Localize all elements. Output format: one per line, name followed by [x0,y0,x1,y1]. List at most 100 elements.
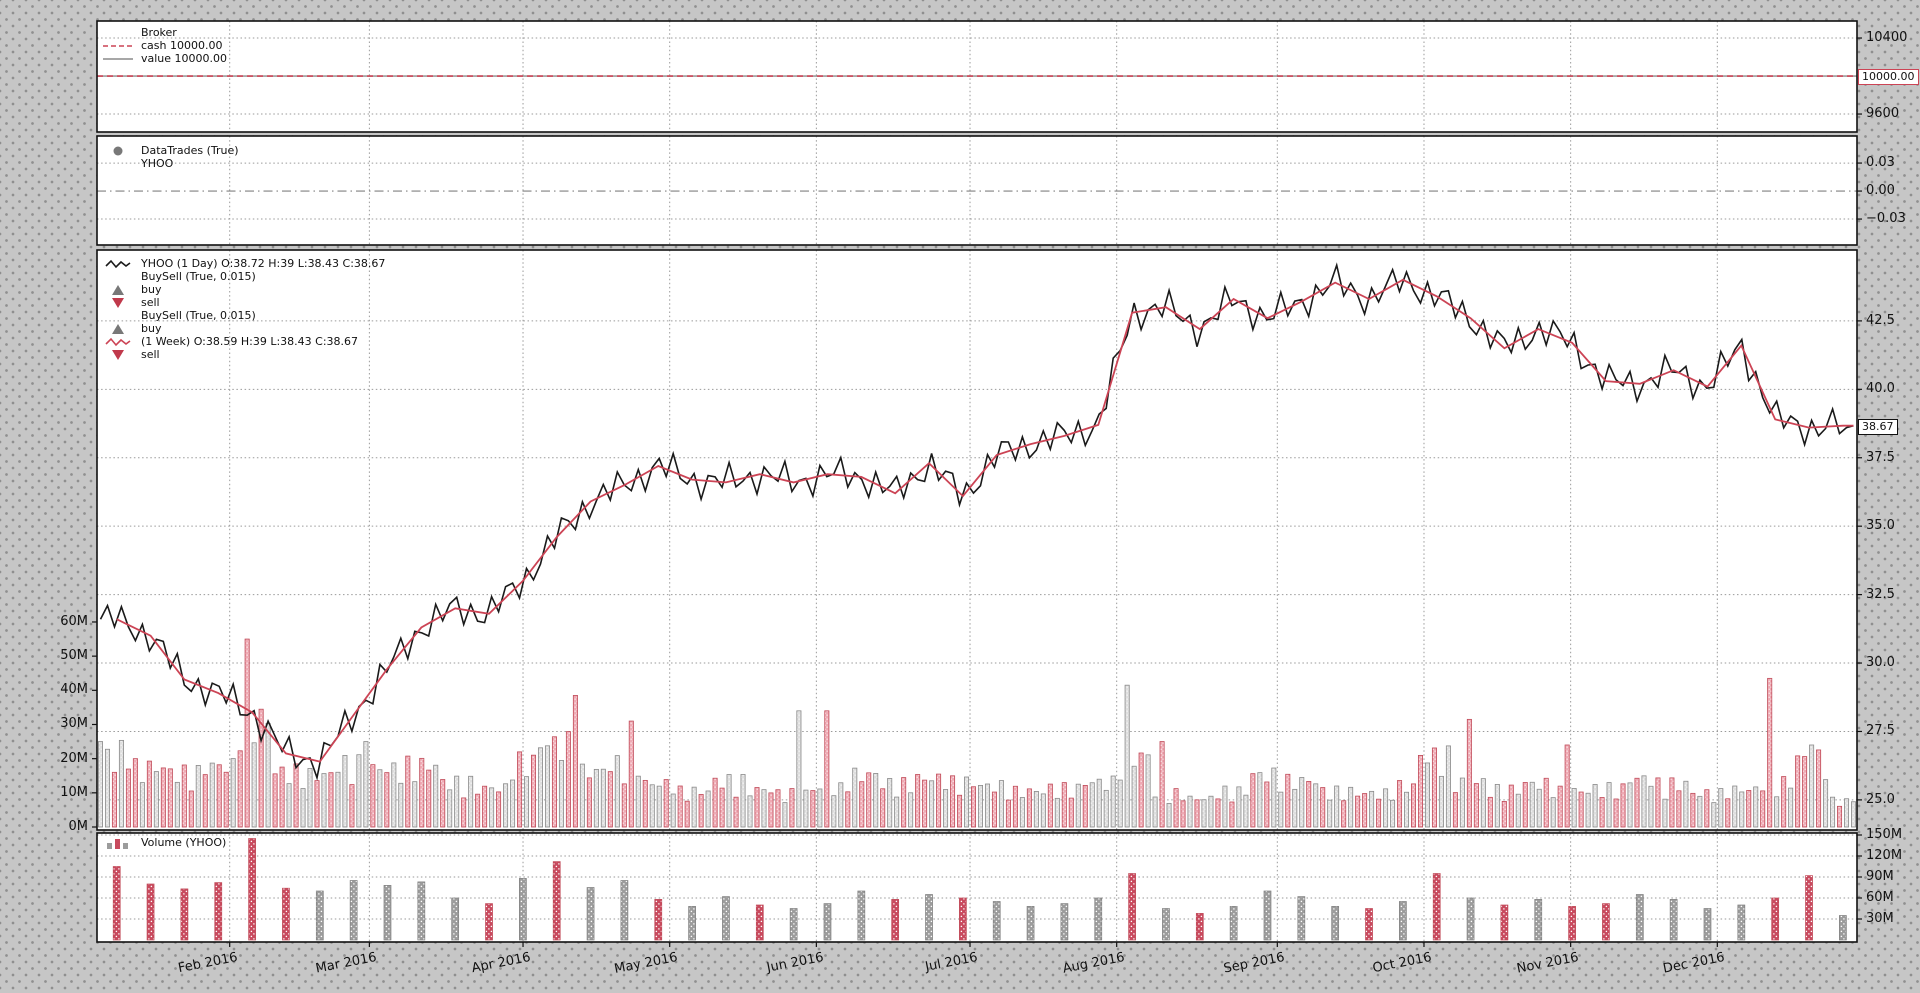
daily-volume-bar [558,760,564,828]
daily-volume-bar [1445,745,1451,828]
daily-volume-bar [1194,799,1200,828]
panel-bg-3 [97,833,1857,942]
price-weekly-line [116,278,1854,763]
daily-volume-bar [391,762,397,828]
daily-volume-bar [1054,797,1060,828]
daily-volume-bar [440,779,446,828]
price-legend-label: BuySell (True, 0.015) [141,309,256,322]
daily-volume-bar [398,782,404,828]
daily-volume-bar [1236,786,1242,828]
weekly-volume-bar [1162,908,1170,941]
daily-volume-bar [1592,784,1598,828]
broker-legend: Broker cash 10000.00 value 10000.00 [103,26,227,65]
price-ytick-label: 35.0 [1866,518,1895,534]
daily-volume-bar [1718,788,1724,828]
price-legend-row: sell [103,348,385,361]
price-legend-row: BuySell (True, 0.015) [103,270,385,283]
daily-volume-bar [139,782,145,828]
panel-border-2 [96,249,1858,831]
panel-bg-1 [97,136,1857,245]
weekly-volume-bar [485,903,493,941]
broker-ytick-label: 10400 [1866,30,1908,45]
price-legend: YHOO (1 Day) O:38.72 H:39 L:38.43 C:38.6… [103,257,385,361]
daily-volume-bar [349,784,355,828]
value-line-swatch [103,56,133,62]
weekly-volume-bar [1534,899,1543,941]
weekly-volume-bar [586,887,595,941]
overlay-ytick-label: 10M [60,784,88,800]
daily-volume-bar [1222,785,1228,828]
overlay-ytick-label: 60M [60,613,88,629]
daily-volume-bar [1180,800,1186,828]
daily-volume-bar [97,741,103,828]
daily-volume-bar [1725,798,1731,828]
weekly-volume-bar [891,899,900,941]
daily-volume-bar [1424,762,1430,828]
daily-volume-bar [363,741,369,828]
daily-volume-bar [712,777,718,828]
daily-volume-bar [1571,788,1577,828]
daily-volume-bar [943,789,949,828]
daily-volume-bar [887,778,893,828]
daily-volume-bar [908,792,914,828]
daily-volume-bar [1327,799,1333,828]
daily-volume-bar [803,789,809,828]
daily-volume-bar [670,793,676,828]
daily-volume-bar [1040,793,1046,828]
daily-volume-bar [1397,780,1403,828]
daily-volume-bar [998,780,1004,828]
daily-volume-bar [1585,792,1591,828]
weekly-volume-bar [925,894,933,941]
daily-volume-bar [1844,798,1850,828]
weekly-volume-bar [1094,897,1103,941]
weekly-volume-bar [349,880,358,941]
daily-volume-bar [356,754,362,828]
broker-last-value-badge: 10000.00 [1858,69,1919,85]
price-legend-row: (1 Week) O:38.59 H:39 L:38.43 C:38.67 [103,335,385,348]
daily-volume-bar [1341,800,1347,828]
trades-circle-icon [103,145,133,157]
daily-volume-bar [118,739,124,828]
daily-volume-bar [551,736,557,828]
daily-volume-bar [482,785,488,828]
price-ytick-label: 32.5 [1866,586,1895,602]
daily-volume-bar [1473,783,1479,828]
daily-volume-bar [1627,782,1633,828]
daily-volume-bar [649,784,655,828]
weekly-volume-bar [451,897,460,941]
weekly-volume-bar [1195,913,1204,941]
daily-volume-bar [1257,772,1263,828]
daily-volume-bar [1320,787,1326,828]
overlay-ytick-label: 20M [60,750,88,766]
daily-volume-bar [544,745,550,828]
price-legend-row: buy [103,283,385,296]
trades-ytick-label: 0.00 [1866,183,1895,199]
weekly-volume-bar [1500,904,1509,941]
daily-volume-bar [1662,798,1668,828]
price-legend-row: BuySell (True, 0.015) [103,309,385,322]
weekly-volume-bar [1771,897,1780,941]
volume-ytick-label: 120M [1866,848,1903,863]
daily-volume-bar [817,788,823,828]
daily-volume-bar [677,785,683,828]
daily-volume-bar [1089,782,1095,828]
daily-volume-bar [789,788,795,828]
daily-volume-bar [1411,783,1417,828]
daily-volume-bar [1243,794,1249,828]
daily-volume-bar [1452,792,1458,828]
daily-volume-bar [1131,765,1137,828]
weekly-volume-bar [112,866,121,941]
price-legend-row: YHOO (1 Day) O:38.72 H:39 L:38.43 C:38.6… [103,257,385,270]
daily-volume-bar [1355,795,1361,828]
volume-ytick-label: 150M [1866,827,1903,842]
daily-volume-bar [1068,797,1074,828]
daily-volume-bar [300,788,306,828]
weekly-volume-bar [1060,903,1069,941]
weekly-volume-bar [1399,901,1407,941]
daily-volume-bar [314,780,320,828]
daily-volume-bar [1823,779,1829,828]
daily-volume-bar [1543,777,1549,828]
weekly-volume-bar [1466,897,1475,941]
daily-volume-bar [1012,785,1018,828]
